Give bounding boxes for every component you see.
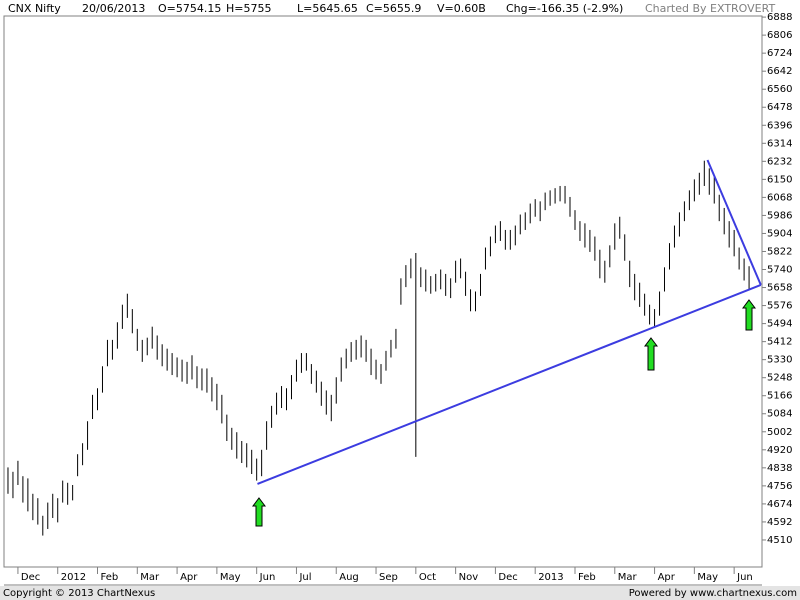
header: CNX Nifty 20/06/2013 O=5754.15 H=5755 L=… [8,2,775,15]
x-tick-label: 2013 [538,572,563,583]
x-tick-label: Dec [21,572,40,583]
y-tick-label: 5904 [767,228,792,239]
footer-copyright: Copyright © 2013 ChartNexus [3,588,155,599]
x-tick-label: Sep [379,572,398,583]
y-tick-label: 5084 [767,409,792,420]
header-item: Chg=-166.35 (-2.9%) [506,2,623,15]
trendline [706,159,762,286]
y-tick-label: 5658 [767,283,792,294]
y-tick-label: 5576 [767,301,792,312]
x-tick-label: 2012 [61,572,86,583]
x-tick-label: Mar [618,572,638,583]
y-tick-label: 6560 [767,84,792,95]
y-tick-label: 5986 [767,210,792,221]
y-tick-label: 5002 [767,427,792,438]
y-tick-label: 4838 [767,463,792,474]
footer-bar [0,586,800,600]
x-tick-label: Jul [298,572,311,583]
y-tick-label: 5248 [767,373,792,384]
y-tick-label: 6068 [767,192,792,203]
header-item: L=5645.65 [297,2,358,15]
trendline [257,283,762,485]
y-tick-label: 4674 [767,499,792,510]
header-item: 20/06/2013 [82,2,145,15]
y-tick-label: 5740 [767,265,792,276]
y-tick-label: 6642 [767,66,792,77]
x-tick-label: Jun [736,572,753,583]
y-tick-label: 6150 [767,174,792,185]
x-tick-label: Apr [658,572,676,583]
y-tick-label: 6888 [767,12,792,23]
up-arrow [644,337,658,371]
x-tick-label: Jun [259,572,276,583]
y-tick-label: 5330 [767,355,792,366]
x-tick-label: Feb [101,572,119,583]
up-arrow [742,299,756,331]
footer-link: Powered by www.chartnexus.com [629,588,797,599]
header-item: C=5655.9 [366,2,421,15]
x-tick-label: Mar [140,572,160,583]
up-arrow [252,497,266,527]
x-tick-label: May [220,572,241,583]
x-tick-label: Apr [180,572,198,583]
y-tick-label: 6314 [767,138,792,149]
y-tick-label: 4592 [767,517,792,528]
y-tick-label: 4756 [767,481,792,492]
y-tick-label: 4920 [767,445,792,456]
y-tick-label: 6396 [767,120,792,131]
x-tick-label: Aug [339,572,359,583]
y-tick-label: 5494 [767,319,792,330]
x-tick-label: May [697,572,718,583]
y-tick-label: 6724 [767,48,792,59]
x-tick-label: Oct [419,572,436,583]
chart-title: CNX Nifty [8,2,61,15]
plot [7,159,762,536]
header-item: O=5754.15 [158,2,221,15]
y-tick-label: 5822 [767,246,792,257]
arrows [252,299,756,527]
x-tick-label: Nov [459,572,479,583]
y-tick-label: 6478 [767,102,792,113]
credit: Charted By EXTROVERT [645,2,775,15]
header-item: V=0.60B [437,2,486,15]
y-tick-label: 6806 [767,30,792,41]
x-tick-label: Dec [498,572,517,583]
y-tick-label: 5166 [767,391,792,402]
y-tick-label: 4510 [767,535,792,546]
y-tick-label: 5412 [767,337,792,348]
header-item: H=5755 [226,2,271,15]
x-tick-label: Feb [578,572,596,583]
plot-frame [3,15,763,568]
y-tick-label: 6232 [767,156,792,167]
